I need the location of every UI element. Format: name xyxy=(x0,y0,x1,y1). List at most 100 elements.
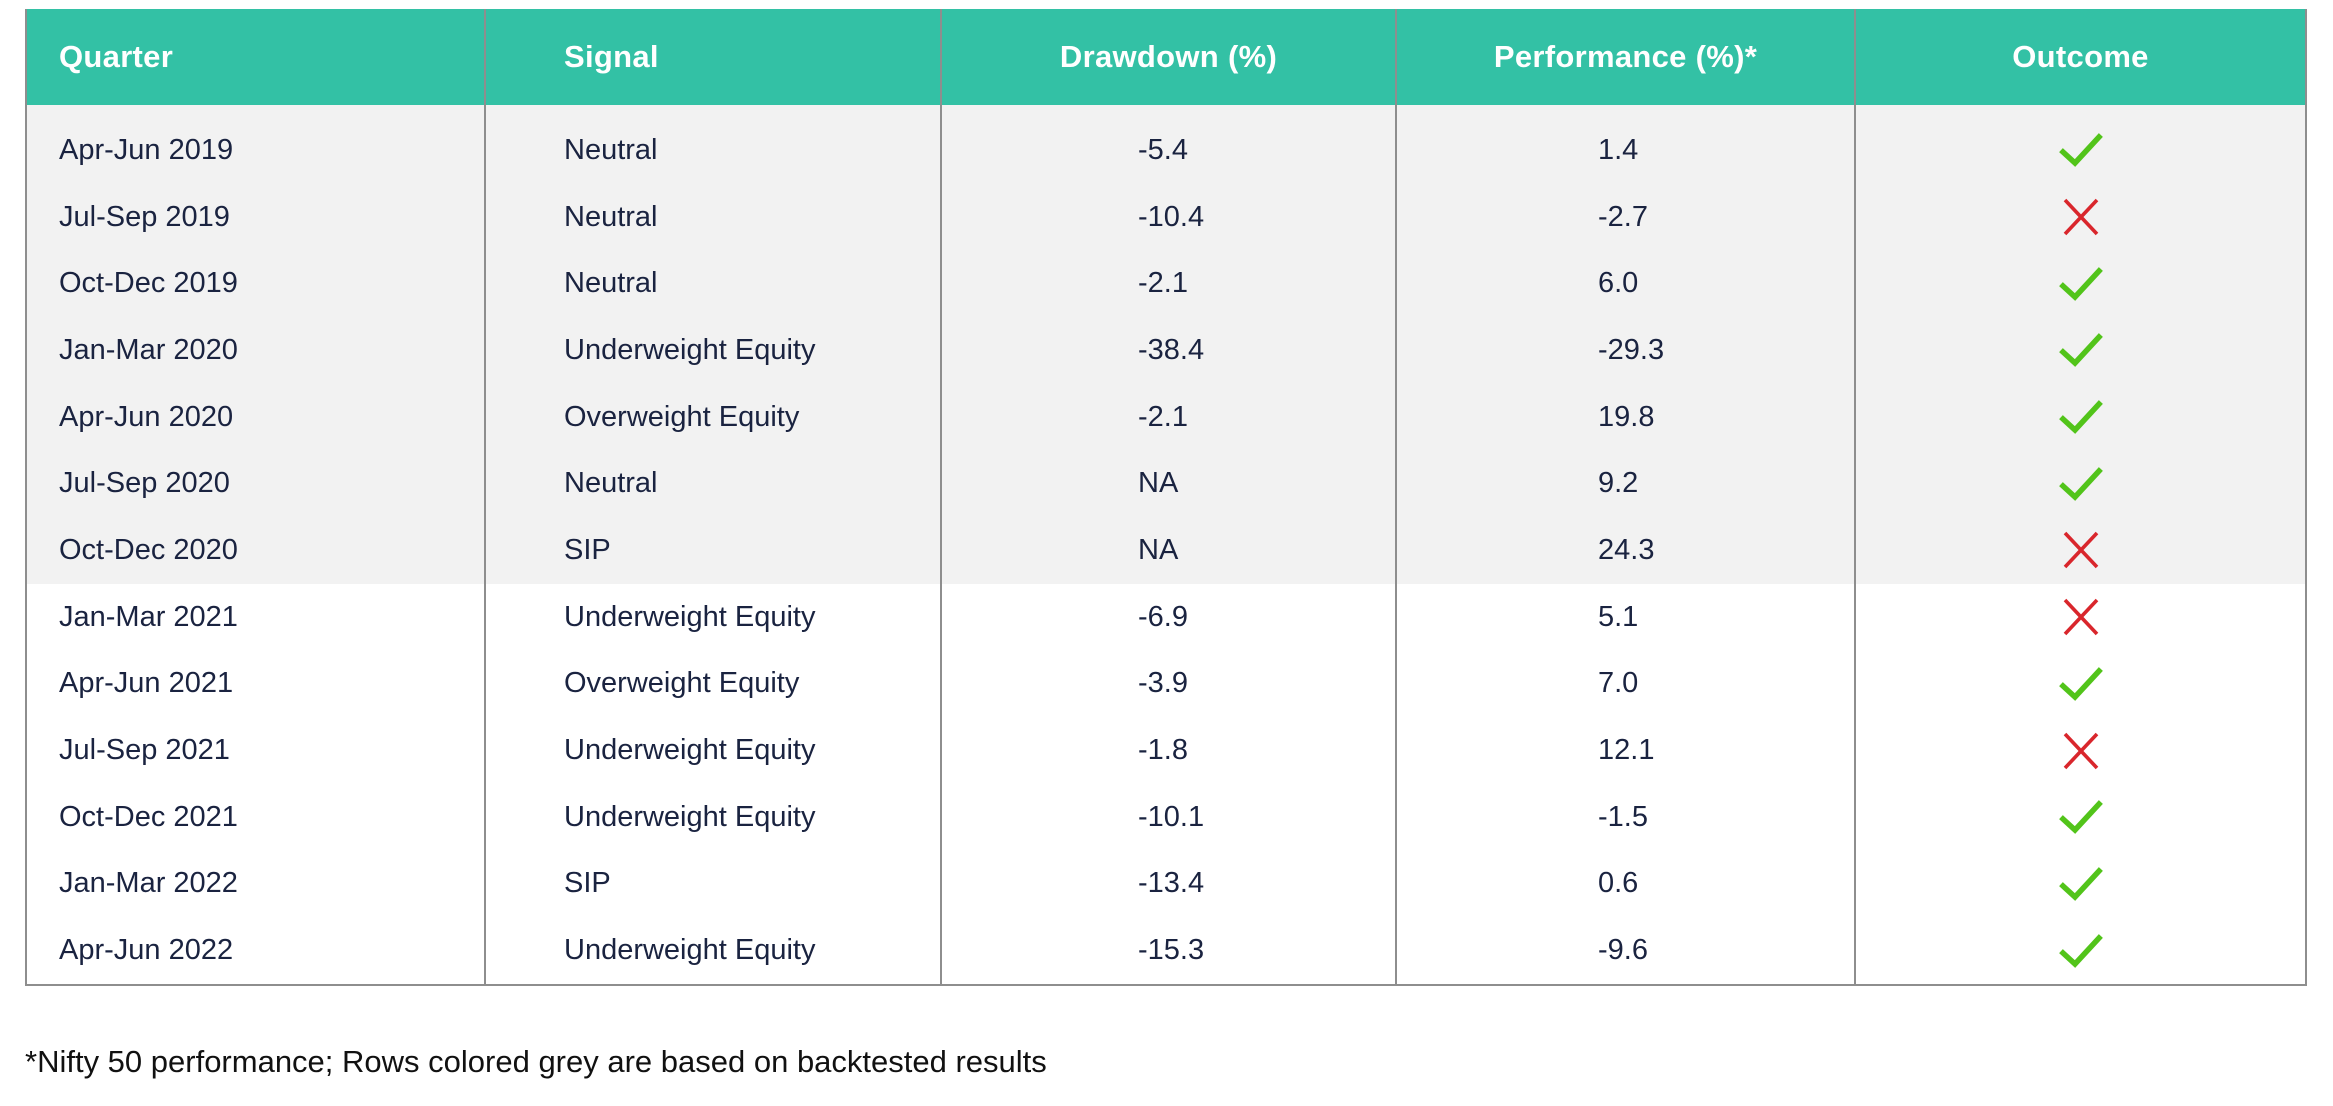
signal-cell: Underweight Equity xyxy=(484,583,942,651)
check-icon xyxy=(2058,800,2103,835)
spacer-cell xyxy=(1854,105,2307,117)
table-body: Apr-Jun 2019 Neutral -5.4 1.4 Jul-Sep 20… xyxy=(25,105,2307,985)
quarter-cell: Oct-Dec 2020 xyxy=(25,517,486,584)
drawdown-cell: -38.4 xyxy=(940,317,1397,384)
performance-cell: 1.4 xyxy=(1395,117,1856,184)
signal-cell: Underweight Equity xyxy=(484,917,942,985)
table-row: Jul-Sep 2021 Underweight Equity -1.8 12.… xyxy=(25,717,2307,784)
signal-cell: Underweight Equity xyxy=(484,717,942,784)
performance-cell: -1.5 xyxy=(1395,783,1856,851)
quarter-cell: Jan-Mar 2021 xyxy=(25,583,486,651)
spacer-cell xyxy=(484,105,942,117)
outcome-cell xyxy=(1854,517,2307,584)
table-row: Apr-Jun 2021 Overweight Equity -3.9 7.0 xyxy=(25,650,2307,718)
signal-cell: Underweight Equity xyxy=(484,783,942,851)
performance-cell: -29.3 xyxy=(1395,317,1856,384)
check-icon xyxy=(2058,130,2103,170)
signal-cell: SIP xyxy=(484,850,942,918)
column-header-signal: Signal xyxy=(484,9,942,105)
table-header: Quarter Signal Drawdown (%) Performance … xyxy=(25,9,2307,105)
check-icon xyxy=(2058,264,2103,304)
check-icon xyxy=(2058,397,2103,437)
table-row: Jul-Sep 2020 Neutral NA 9.2 xyxy=(25,450,2307,518)
drawdown-cell: NA xyxy=(940,450,1397,518)
quarter-cell: Apr-Jun 2020 xyxy=(25,383,486,451)
cross-icon xyxy=(2063,598,2098,636)
table-row: Apr-Jun 2020 Overweight Equity -2.1 19.8 xyxy=(25,383,2307,451)
cross-icon xyxy=(2059,530,2103,570)
drawdown-cell: -15.3 xyxy=(940,917,1397,985)
spacer-cell xyxy=(25,105,486,117)
outcome-cell xyxy=(1854,117,2307,184)
outcome-cell xyxy=(1854,383,2307,451)
cross-icon xyxy=(2063,732,2098,769)
check-icon xyxy=(2058,664,2103,704)
quarter-cell: Jul-Sep 2021 xyxy=(25,717,486,784)
drawdown-cell: -2.1 xyxy=(940,383,1397,451)
table-row: Apr-Jun 2022 Underweight Equity -15.3 -9… xyxy=(25,917,2307,985)
outcome-cell xyxy=(1854,717,2307,784)
table-row: Oct-Dec 2019 Neutral -2.1 6.0 xyxy=(25,250,2307,318)
outcome-cell xyxy=(1854,583,2307,651)
drawdown-cell: -13.4 xyxy=(940,850,1397,918)
quarter-cell: Jan-Mar 2020 xyxy=(25,317,486,384)
check-icon xyxy=(2058,333,2103,368)
signal-cell: Overweight Equity xyxy=(484,650,942,718)
quarter-cell: Oct-Dec 2021 xyxy=(25,783,486,851)
signal-cell: Neutral xyxy=(484,450,942,518)
table-row: Jan-Mar 2021 Underweight Equity -6.9 5.1 xyxy=(25,583,2307,651)
drawdown-cell: -3.9 xyxy=(940,650,1397,718)
drawdown-cell: -5.4 xyxy=(940,117,1397,184)
drawdown-cell: -2.1 xyxy=(940,250,1397,318)
quarter-cell: Oct-Dec 2019 xyxy=(25,250,486,318)
check-icon xyxy=(2058,400,2103,434)
cross-icon xyxy=(2059,197,2103,237)
check-icon xyxy=(2058,933,2103,968)
quarter-cell: Jul-Sep 2019 xyxy=(25,183,486,251)
performance-cell: 7.0 xyxy=(1395,650,1856,718)
performance-cell: 9.2 xyxy=(1395,450,1856,518)
header-row: Quarter Signal Drawdown (%) Performance … xyxy=(25,9,2307,105)
performance-cell: 5.1 xyxy=(1395,583,1856,651)
table-row: Jan-Mar 2022 SIP -13.4 0.6 xyxy=(25,850,2307,918)
outcome-cell xyxy=(1854,250,2307,318)
check-icon xyxy=(2058,666,2103,701)
footnote: *Nifty 50 performance; Rows colored grey… xyxy=(25,1044,1047,1079)
table-row: Jul-Sep 2019 Neutral -10.4 -2.7 xyxy=(25,183,2307,251)
signals-table: Quarter Signal Drawdown (%) Performance … xyxy=(25,9,2307,986)
performance-cell: 6.0 xyxy=(1395,250,1856,318)
performance-cell: 19.8 xyxy=(1395,383,1856,451)
column-header-performance: Performance (%)* xyxy=(1395,9,1856,105)
drawdown-cell: NA xyxy=(940,517,1397,584)
table-row: Oct-Dec 2021 Underweight Equity -10.1 -1… xyxy=(25,783,2307,851)
performance-cell: -9.6 xyxy=(1395,917,1856,985)
table-row: Jan-Mar 2020 Underweight Equity -38.4 -2… xyxy=(25,317,2307,384)
cross-icon xyxy=(2063,198,2098,236)
outcome-cell xyxy=(1854,183,2307,251)
signal-cell: Neutral xyxy=(484,183,942,251)
drawdown-cell: -6.9 xyxy=(940,583,1397,651)
column-header-outcome: Outcome xyxy=(1854,9,2307,105)
performance-cell: 12.1 xyxy=(1395,717,1856,784)
check-icon xyxy=(2058,464,2103,504)
cross-icon xyxy=(2059,731,2103,771)
check-icon xyxy=(2058,867,2103,901)
check-icon xyxy=(2058,466,2103,501)
table-row: Oct-Dec 2020 SIP NA 24.3 xyxy=(25,517,2307,584)
quarter-cell: Jul-Sep 2020 xyxy=(25,450,486,518)
column-header-drawdown: Drawdown (%) xyxy=(940,9,1397,105)
outcome-cell xyxy=(1854,450,2307,518)
signal-cell: Overweight Equity xyxy=(484,383,942,451)
check-icon xyxy=(2058,931,2103,971)
quarter-cell: Apr-Jun 2022 xyxy=(25,917,486,985)
outcome-cell xyxy=(1854,850,2307,918)
outcome-cell xyxy=(1854,917,2307,985)
performance-cell: -2.7 xyxy=(1395,183,1856,251)
quarter-cell: Jan-Mar 2022 xyxy=(25,850,486,918)
spacer-cell xyxy=(940,105,1397,117)
signal-cell: Underweight Equity xyxy=(484,317,942,384)
cross-icon xyxy=(2059,597,2103,637)
table-row: Apr-Jun 2019 Neutral -5.4 1.4 xyxy=(25,117,2307,184)
quarter-cell: Apr-Jun 2019 xyxy=(25,117,486,184)
table-spacer-row xyxy=(25,105,2307,117)
